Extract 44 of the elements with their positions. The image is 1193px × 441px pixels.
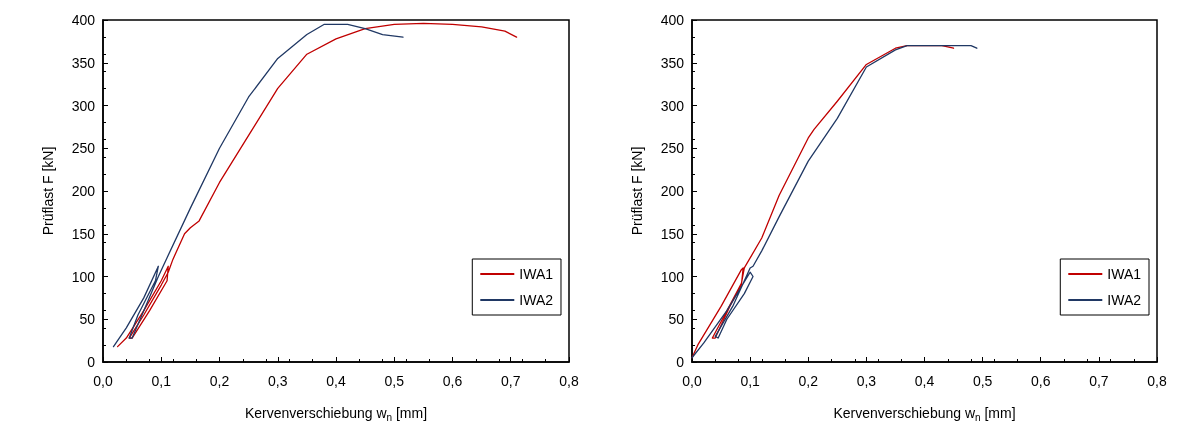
x-tick-label: 0,8 bbox=[1147, 373, 1167, 389]
y-tick-label: 50 bbox=[668, 311, 685, 328]
x-tick-label: 0,3 bbox=[268, 373, 288, 389]
line-series bbox=[116, 22, 518, 348]
x-tick-label: 0,1 bbox=[740, 373, 761, 389]
y-tick-label: 250 bbox=[660, 140, 685, 157]
y-tick-label: 300 bbox=[660, 97, 685, 114]
x-tick-label: 0,4 bbox=[914, 373, 935, 389]
y-tick-label: 350 bbox=[71, 54, 96, 71]
y-tick-label: 100 bbox=[660, 268, 685, 285]
y-tick-label: 150 bbox=[71, 225, 96, 242]
y-tick-label: 150 bbox=[660, 225, 685, 242]
x-tick-label: 0,5 bbox=[972, 373, 993, 389]
x-tick-label: 0,4 bbox=[326, 373, 346, 389]
x-tick-label: 0,1 bbox=[151, 373, 172, 389]
y-tick-label: 200 bbox=[660, 183, 685, 199]
y-tick-label: 100 bbox=[71, 268, 96, 285]
y-tick-label: 0 bbox=[87, 354, 96, 370]
y-tick-label: 200 bbox=[71, 183, 96, 199]
legend-label: IWA1 bbox=[519, 266, 554, 282]
x-tick-label: 0,2 bbox=[209, 373, 230, 389]
y-tick-label: 0 bbox=[676, 354, 685, 370]
y-tick-label: 50 bbox=[79, 311, 96, 328]
line-series bbox=[112, 23, 404, 348]
legend-label: IWA1 bbox=[1107, 266, 1142, 282]
x-tick-label: 0,0 bbox=[93, 373, 113, 389]
x-tick-label: 0,5 bbox=[384, 373, 405, 389]
y-tick-label: 300 bbox=[71, 97, 96, 114]
x-tick-label: 0,7 bbox=[1089, 373, 1109, 389]
y-axis-title: Prüflast F [kN] bbox=[40, 146, 56, 236]
y-tick-label: 400 bbox=[660, 12, 685, 28]
x-tick-label: 0,2 bbox=[798, 373, 819, 389]
x-tick-label: 0,3 bbox=[856, 373, 877, 389]
legend-label: IWA2 bbox=[519, 292, 554, 308]
y-tick-label: 250 bbox=[71, 140, 96, 157]
y-axis-title: Prüflast F [kN] bbox=[629, 146, 645, 236]
x-tick-label: 0,8 bbox=[559, 373, 579, 389]
x-tick-label: 0,0 bbox=[682, 373, 702, 389]
y-tick-label: 400 bbox=[71, 12, 96, 28]
legend-label: IWA2 bbox=[1107, 292, 1142, 308]
x-tick-label: 0,6 bbox=[1031, 373, 1051, 389]
x-tick-label: 0,6 bbox=[442, 373, 463, 389]
y-tick-label: 350 bbox=[660, 54, 685, 71]
x-tick-label: 0,7 bbox=[501, 373, 521, 389]
